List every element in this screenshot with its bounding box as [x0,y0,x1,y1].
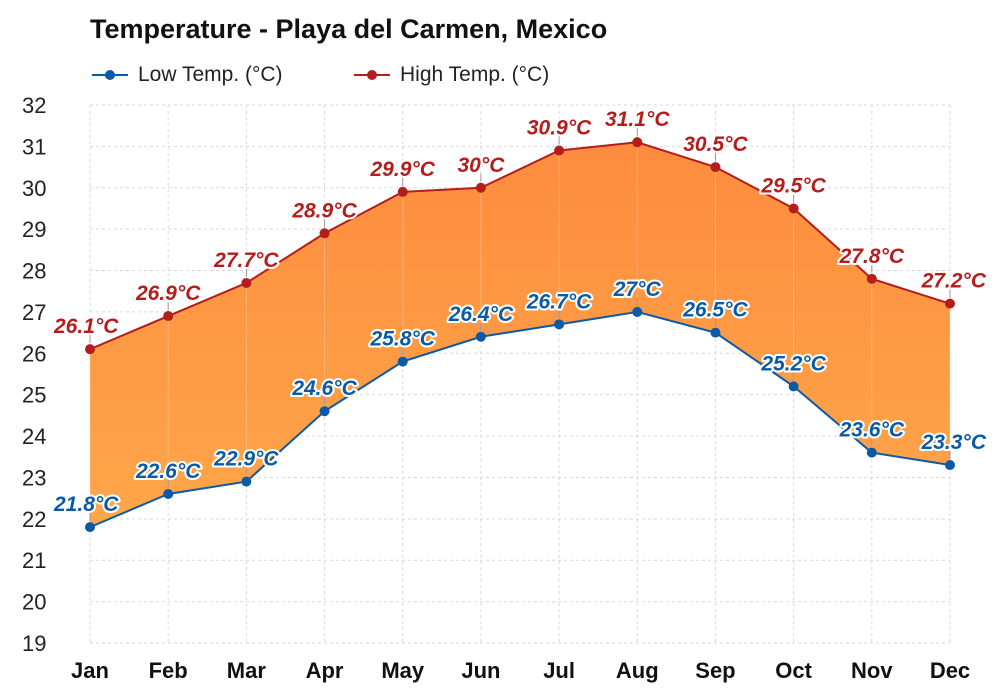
low-temp-point [866,447,877,458]
x-tick-label: Sep [695,658,735,683]
low-temp-point [710,327,721,338]
low-data-label: 23.6°C [839,419,905,442]
legend-label-low: Low Temp. (°C) [138,63,283,86]
high-temp-point [397,186,408,197]
high-temp-point [475,182,486,193]
low-temp-point [554,319,565,330]
low-data-label: 25.8°C [370,328,436,351]
y-tick-label: 20 [22,590,46,615]
legend-item-low: Low Temp. (°C) [90,62,283,88]
low-data-label: 22.6°C [135,460,201,483]
axis-layer: 19 20 21 22 23 24 25 26 27 28 29 30 31 32 Jan Feb Mar Apr… [22,93,970,683]
temperature-range-area [90,142,950,528]
line-layer [89,141,951,529]
high-temp-point [866,273,877,284]
low-temp-point [319,406,330,417]
low-temp-point [241,476,252,487]
low-temp-point [632,306,643,317]
high-temp-point [241,277,252,288]
x-tick-label: Feb [149,658,188,683]
y-tick-label: 23 [22,465,46,490]
low-data-label: 26.7°C [526,290,592,313]
high-data-label: 27.2°C [921,270,987,293]
legend-item-high: High Temp. (°C) [352,62,549,88]
high-data-label: 27.7°C [213,249,279,272]
high-temp-point [163,311,174,322]
high-data-label: 30.9°C [527,117,592,140]
x-tick-label: Dec [930,658,970,683]
high-temp-point [319,228,330,239]
high-temp-point [85,344,95,355]
x-tick-label: Mar [227,658,267,683]
x-tick-label: Jan [71,658,109,683]
low-temp-point [788,381,799,392]
high-data-label: 31.1°C [605,108,670,131]
high-data-label: 28.9°C [291,199,357,222]
legend-label-high: High Temp. (°C) [400,63,550,86]
area-layer [89,142,951,528]
high-temp-point [632,137,643,148]
label-layer: 21.8°C 22.6°C 22.9°C 24.6°C 25.8°C 26.4°C 26.7… [51,106,989,522]
y-tick-label: 27 [22,300,46,325]
y-tick-label: 29 [22,217,46,242]
x-tick-label: Aug [616,658,659,683]
y-tick-label: 32 [22,93,46,118]
y-tick-label: 19 [22,631,46,656]
high-temp-point [945,298,955,309]
x-tick-label: Nov [851,658,893,683]
high-data-label: 26.1°C [53,315,119,338]
x-tick-label: Oct [775,658,812,683]
high-temp-line [89,141,951,351]
legend-swatch-low [92,70,128,80]
low-data-label: 26.5°C [682,299,748,322]
high-data-label: 29.9°C [370,158,436,181]
y-tick-label: 25 [22,383,46,408]
low-data-label: 23.3°C [921,431,987,454]
chart-title: Temperature - Playa del Carmen, Mexico [90,14,608,44]
low-temp-point [945,460,955,471]
low-temp-point [85,522,95,533]
high-temp-point [554,145,565,156]
high-data-label: 29.5°C [760,174,826,197]
high-data-label: 30.5°C [683,133,748,156]
low-data-label: 22.9°C [213,448,279,471]
point-layer [85,137,955,533]
y-tick-label: 30 [22,176,46,201]
low-temp-line [89,310,951,529]
low-data-label: 25.2°C [760,352,826,375]
y-tick-label: 21 [22,548,46,573]
low-data-label: 26.4°C [448,303,514,326]
x-tick-label: Apr [306,658,344,683]
low-data-label: 27°C [613,278,662,301]
high-temp-point [788,203,799,214]
low-temp-point [397,356,408,367]
low-temp-point [475,331,486,342]
y-tick-label: 28 [22,259,46,284]
low-temp-point [163,489,174,500]
x-tick-label: May [381,658,425,683]
legend-swatch-high [354,70,390,80]
x-tick-label: Jul [543,658,575,683]
high-temp-point [710,162,721,173]
y-tick-label: 31 [22,134,46,159]
low-data-label: 21.8°C [53,493,119,516]
high-data-label: 26.9°C [135,282,201,305]
y-tick-label: 26 [22,341,46,366]
x-tick-label: Jun [461,658,500,683]
y-tick-label: 22 [22,507,46,532]
high-data-label: 30°C [457,154,505,177]
low-data-label: 24.6°C [291,377,357,400]
y-tick-label: 24 [22,424,46,449]
high-data-label: 27.8°C [839,245,905,268]
